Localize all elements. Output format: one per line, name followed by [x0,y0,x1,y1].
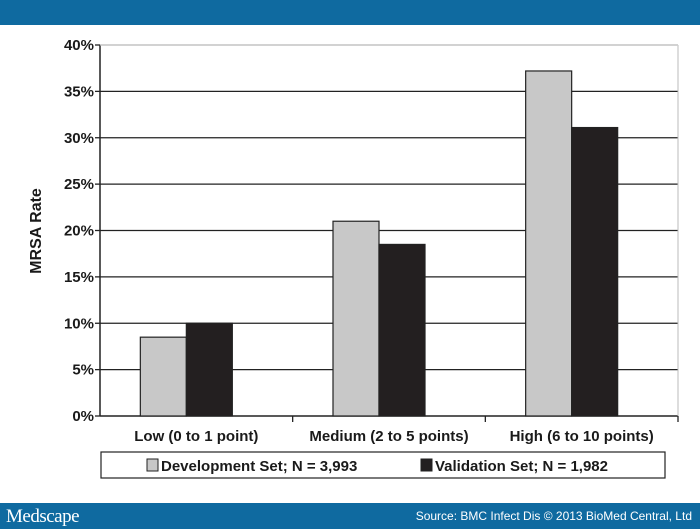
y-tick-label: 30% [64,130,94,147]
x-tick-label: High (6 to 10 points) [510,428,654,445]
y-tick-label: 15% [64,269,94,286]
y-axis-label: MRSA Rate [28,188,45,274]
legend-box [100,451,666,479]
bar-validation [378,243,426,417]
footer-band: Medscape Source: BMC Infect Dis © 2013 B… [0,503,700,529]
y-tick-label: 0% [72,408,94,425]
bar-development [139,336,187,417]
legend-swatch-validation [420,458,433,472]
bar-development [525,70,573,417]
y-tick-label: 25% [64,176,94,193]
header-band [0,0,700,25]
y-tick-label: 40% [64,37,94,54]
source-credit: Source: BMC Infect Dis © 2013 BioMed Cen… [415,509,692,523]
legend-label: Validation Set; N = 1,982 [435,458,608,475]
bar-validation [571,126,619,417]
y-tick-label: 20% [64,223,94,240]
y-tick-label: 35% [64,83,94,100]
bar-chart: 0% 5% 10% 15% 20% 25% 30% 35% 40% Low (0 to 1 poi… [28,37,679,479]
bar-validation [185,322,233,417]
x-tick-label: Medium (2 to 5 points) [309,428,468,445]
medscape-logo: Medscape [6,506,80,527]
legend-label: Development Set; N = 3,993 [161,458,357,475]
x-tick-label: Low (0 to 1 point) [134,428,258,445]
y-tick-label: 5% [72,362,94,379]
bar-development [332,220,380,417]
legend-swatch-development [146,458,159,472]
y-tick-label: 10% [64,315,94,332]
